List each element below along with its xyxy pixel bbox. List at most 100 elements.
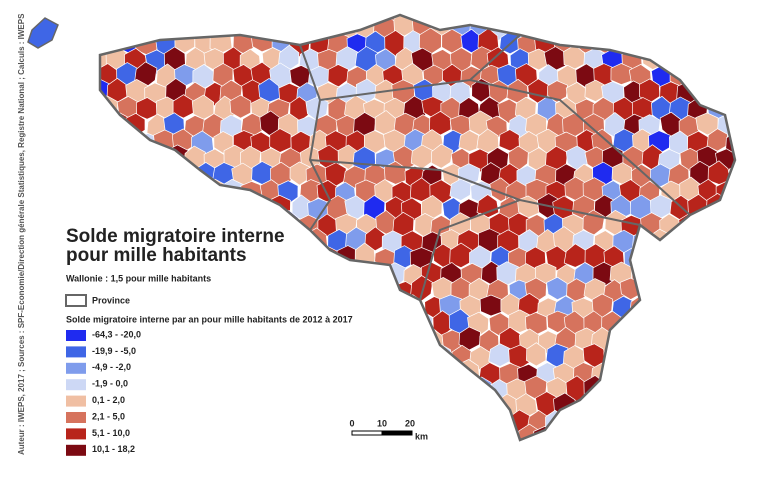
municipality	[736, 146, 757, 169]
municipality	[727, 424, 735, 440]
municipality	[762, 161, 778, 185]
municipality	[172, 426, 195, 440]
municipality	[185, 178, 208, 203]
municipality	[648, 362, 671, 386]
municipality	[280, 346, 301, 371]
municipality	[495, 15, 519, 25]
municipality	[270, 360, 292, 386]
municipality	[659, 377, 682, 403]
legend-label: 5,1 - 10,0	[92, 428, 130, 438]
municipality	[632, 15, 654, 23]
municipality	[632, 30, 654, 55]
municipality	[230, 262, 252, 287]
municipality	[765, 427, 778, 452]
municipality	[563, 444, 585, 468]
municipality	[183, 409, 207, 435]
municipality	[706, 128, 728, 152]
title-line: Solde migratoire interne	[66, 226, 285, 247]
municipality	[630, 427, 653, 440]
municipality	[392, 311, 415, 337]
municipality	[737, 50, 758, 73]
municipality	[375, 209, 398, 235]
municipality	[116, 162, 139, 186]
municipality	[518, 15, 540, 22]
municipality	[611, 360, 634, 388]
municipality	[124, 146, 148, 172]
municipality	[747, 261, 768, 286]
municipality	[345, 325, 369, 352]
municipality	[252, 360, 273, 386]
municipality	[628, 361, 652, 385]
municipality	[697, 211, 719, 237]
municipality	[203, 178, 226, 203]
municipality	[233, 15, 256, 22]
municipality	[317, 443, 339, 467]
municipality	[745, 327, 766, 353]
municipality	[591, 427, 614, 440]
subtitle: Wallonie : 1,5 pour mille habitants	[66, 273, 211, 283]
province-label: Province	[92, 295, 130, 305]
municipality	[289, 161, 311, 186]
municipality	[430, 143, 454, 169]
municipality	[725, 229, 735, 255]
municipality	[382, 326, 405, 352]
municipality	[261, 441, 284, 465]
municipality	[594, 15, 615, 24]
municipality	[100, 164, 101, 188]
enclave	[27, 17, 59, 49]
municipality	[108, 148, 132, 173]
municipality	[337, 378, 358, 403]
municipality	[155, 394, 179, 419]
municipality	[429, 410, 452, 437]
municipality	[640, 447, 662, 469]
municipality	[723, 359, 735, 385]
municipality	[546, 444, 569, 467]
municipality	[650, 328, 673, 355]
municipality	[401, 326, 425, 351]
municipality	[212, 426, 235, 440]
municipality	[676, 15, 699, 40]
municipality	[764, 231, 778, 253]
municipality	[737, 114, 758, 137]
municipality	[699, 346, 722, 372]
municipality	[135, 161, 157, 188]
municipality	[136, 394, 160, 421]
municipality	[737, 14, 758, 39]
legend-label: -1,9 - 0,0	[92, 379, 128, 389]
municipality	[317, 345, 339, 368]
municipality	[774, 16, 778, 39]
municipality	[422, 361, 445, 387]
municipality	[241, 377, 265, 402]
municipality	[248, 426, 271, 440]
municipality	[154, 196, 177, 221]
municipality	[181, 377, 205, 402]
municipality	[175, 165, 199, 188]
municipality	[268, 194, 291, 219]
municipality	[669, 295, 692, 320]
municipality	[754, 345, 775, 368]
municipality	[163, 379, 187, 404]
municipality	[726, 263, 735, 289]
municipality	[737, 313, 759, 336]
municipality	[461, 427, 483, 440]
municipality	[774, 280, 778, 303]
municipality	[773, 413, 778, 436]
municipality	[766, 327, 778, 351]
municipality	[296, 248, 319, 272]
municipality	[754, 115, 776, 138]
municipality	[766, 0, 778, 22]
municipality	[195, 196, 218, 220]
municipality	[619, 375, 642, 400]
municipality	[335, 345, 359, 370]
municipality	[718, 47, 735, 70]
municipality	[100, 192, 102, 218]
municipality	[163, 344, 186, 371]
legend-swatch	[66, 362, 86, 374]
municipality	[363, 393, 386, 418]
legend-swatch	[66, 412, 86, 423]
municipality	[176, 393, 199, 419]
municipality	[259, 377, 283, 401]
municipality	[221, 15, 245, 36]
municipality	[364, 426, 387, 440]
municipality	[726, 293, 735, 321]
